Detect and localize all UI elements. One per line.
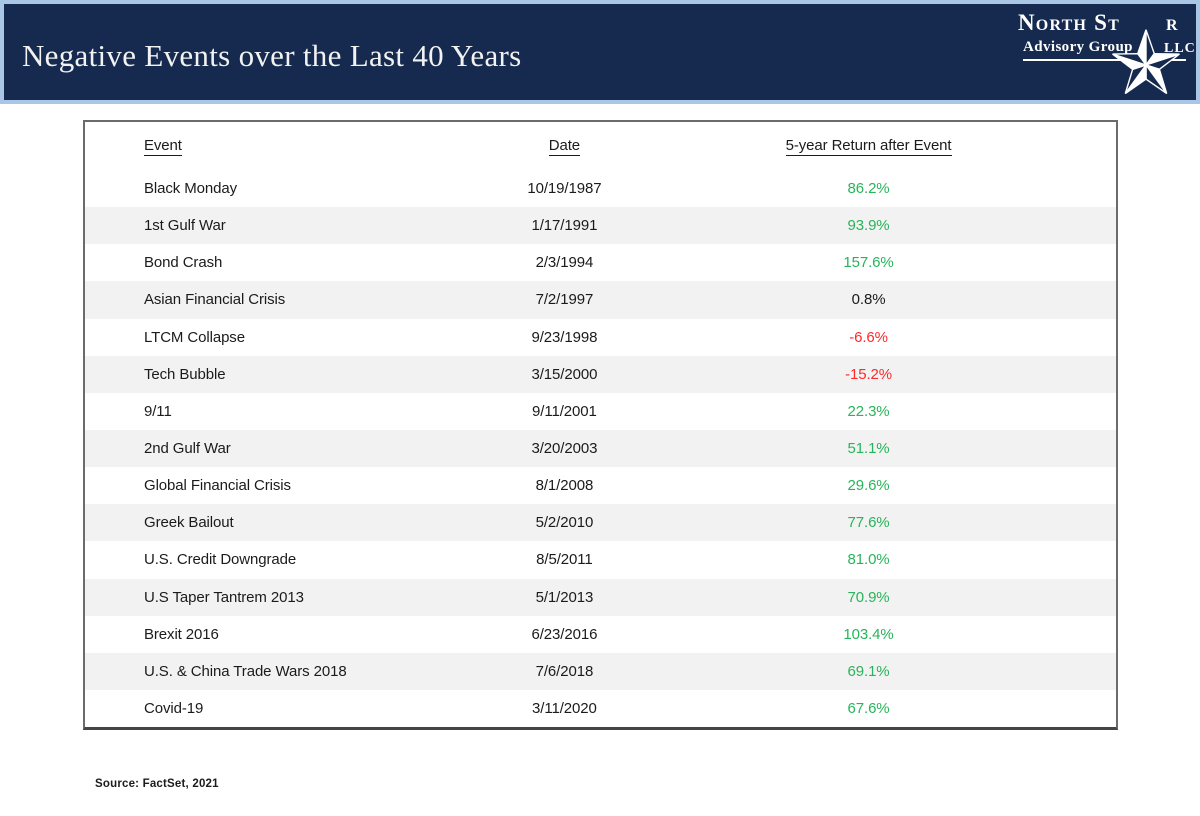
event-cell: Black Monday — [144, 180, 238, 198]
north-star-logo: North St r Advisory Group LLC — [1006, 8, 1200, 108]
event-cell: 2nd Gulf War — [144, 440, 231, 458]
date-cell: 5/2/2010 — [535, 514, 594, 532]
return-cell: 93.9% — [847, 217, 890, 235]
event-cell: Global Financial Crisis — [144, 477, 291, 495]
event-cell: U.S. Credit Downgrade — [144, 551, 297, 569]
return-cell: 22.3% — [847, 402, 890, 420]
return-cell: 70.9% — [847, 588, 890, 606]
logo-suffix: LLC — [1164, 41, 1196, 56]
column-header-date: Date — [548, 136, 581, 156]
table-row: Bond Crash 2/3/1994 157.6% — [85, 244, 1116, 281]
return-cell: 69.1% — [847, 662, 890, 680]
logo-name-right: r — [1166, 10, 1179, 35]
date-cell: 7/6/2018 — [535, 662, 594, 680]
event-cell: U.S Taper Tantrem 2013 — [144, 588, 304, 606]
logo-subtitle: Advisory Group — [1023, 39, 1133, 55]
date-cell: 3/11/2020 — [532, 700, 597, 718]
event-cell: Bond Crash — [144, 254, 223, 272]
event-cell: Covid-19 — [144, 700, 204, 718]
event-cell: 1st Gulf War — [144, 217, 226, 235]
event-cell: Brexit 2016 — [144, 625, 219, 643]
table-row: 1st Gulf War 1/17/1991 93.9% — [85, 207, 1116, 245]
return-cell: -6.6% — [849, 328, 888, 346]
event-cell: U.S. & China Trade Wars 2018 — [144, 662, 347, 680]
table-row: Greek Bailout 5/2/2010 77.6% — [85, 504, 1116, 542]
table-row: Brexit 2016 6/23/2016 103.4% — [85, 616, 1116, 653]
header-cell-return: 5-year Return after Event — [735, 137, 1003, 156]
date-cell: 1/17/1991 — [531, 217, 598, 235]
header-bar: Negative Events over the Last 40 Years N… — [0, 0, 1200, 104]
return-cell: 81.0% — [847, 551, 890, 569]
logo-underline — [1023, 59, 1186, 61]
return-cell: 86.2% — [847, 180, 890, 198]
return-cell: 77.6% — [847, 514, 890, 532]
event-cell: Asian Financial Crisis — [144, 291, 286, 309]
return-cell: 0.8% — [851, 291, 886, 309]
date-cell: 9/23/1998 — [531, 328, 598, 346]
return-cell: -15.2% — [845, 365, 892, 383]
page-title: Negative Events over the Last 40 Years — [22, 38, 522, 73]
event-cell: Greek Bailout — [144, 514, 234, 532]
date-cell: 8/5/2011 — [536, 551, 593, 569]
date-cell: 8/1/2008 — [535, 477, 594, 495]
table-row: 9/11 9/11/2001 22.3% — [85, 393, 1116, 430]
date-cell: 7/2/1997 — [535, 291, 594, 309]
table-row: Black Monday 10/19/1987 86.2% — [85, 170, 1116, 207]
return-cell: 157.6% — [843, 254, 894, 272]
return-cell: 51.1% — [847, 440, 890, 458]
date-cell: 2/3/1994 — [535, 254, 594, 272]
table-row: U.S. & China Trade Wars 2018 7/6/2018 69.1… — [85, 652, 1116, 690]
return-cell: 103.4% — [843, 625, 894, 643]
column-header-event: Event — [144, 136, 182, 156]
date-cell: 10/19/1987 — [527, 180, 602, 198]
date-cell: 9/11/2001 — [532, 402, 597, 420]
table-row: Tech Bubble 3/15/2000 -15.2% — [85, 355, 1116, 393]
table-row: U.S. Credit Downgrade 8/5/2011 81.0% — [85, 541, 1116, 578]
table-row: Global Financial Crisis 8/1/2008 29.6% — [85, 467, 1116, 504]
date-cell: 3/15/2000 — [531, 365, 598, 383]
header-cell-event: Event — [85, 137, 394, 156]
source-note: Source: FactSet, 2021 — [95, 778, 219, 790]
logo-name-left: North St — [1018, 10, 1120, 35]
return-cell: 29.6% — [847, 477, 890, 495]
table-row: U.S Taper Tantrem 2013 5/1/2013 70.9% — [85, 578, 1116, 616]
event-cell: 9/11 — [144, 402, 172, 420]
table-header-row: Event Date 5-year Return after Event — [85, 122, 1116, 170]
table-row: Covid-19 3/11/2020 67.6% — [85, 690, 1116, 727]
return-cell: 67.6% — [847, 700, 890, 718]
event-cell: LTCM Collapse — [144, 328, 245, 346]
column-header-return: 5-year Return after Event — [785, 136, 952, 156]
header-cell-date: Date — [394, 137, 734, 156]
event-cell: Tech Bubble — [144, 365, 226, 383]
date-cell: 3/20/2003 — [531, 440, 598, 458]
events-table: Event Date 5-year Return after Event Bla… — [83, 120, 1118, 730]
date-cell: 6/23/2016 — [531, 625, 598, 643]
table-row: Asian Financial Crisis 7/2/1997 0.8% — [85, 281, 1116, 319]
table-body: Black Monday 10/19/1987 86.2% 1st Gulf War 1… — [85, 170, 1116, 727]
table-row: LTCM Collapse 9/23/1998 -6.6% — [85, 319, 1116, 356]
table-row: 2nd Gulf War 3/20/2003 51.1% — [85, 429, 1116, 468]
star-icon — [1112, 29, 1180, 95]
date-cell: 5/1/2013 — [535, 588, 594, 606]
